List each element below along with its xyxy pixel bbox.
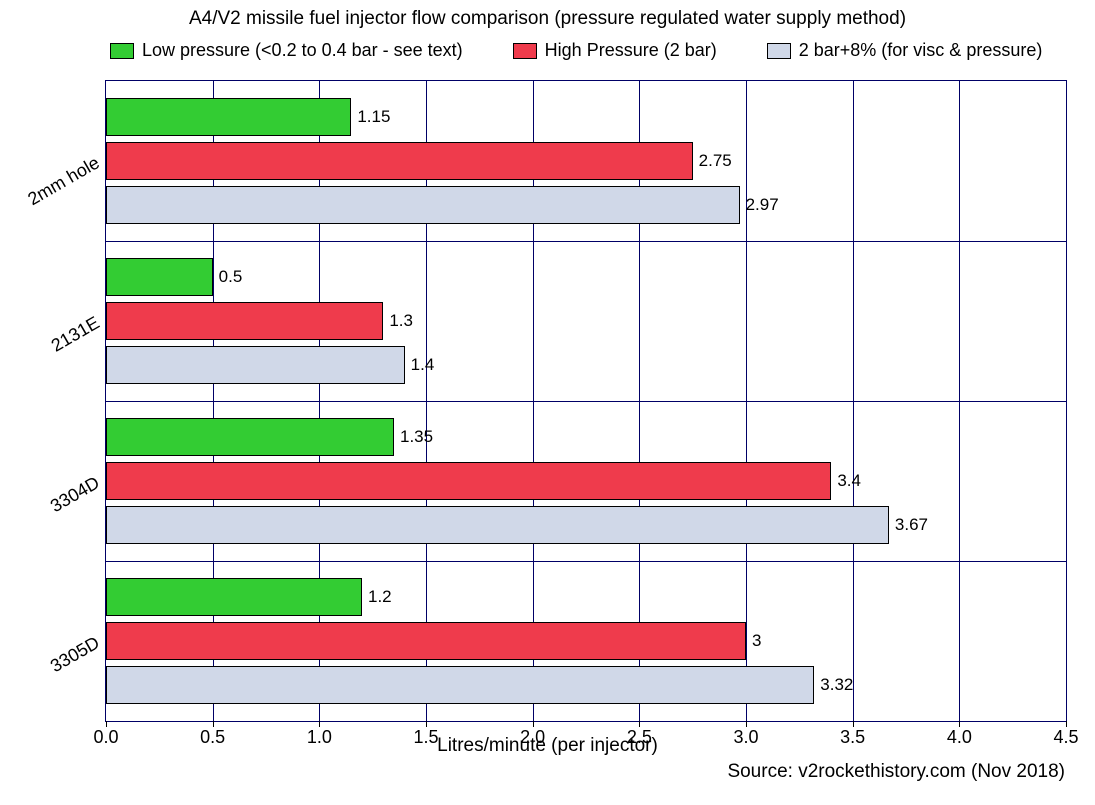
- y-category-label: 3304D: [47, 472, 103, 517]
- chart-container: A4/V2 missile fuel injector flow compari…: [0, 0, 1095, 805]
- legend-swatch-low: [110, 43, 134, 59]
- legend-label-high: High Pressure (2 bar): [545, 40, 717, 61]
- legend-item-low: Low pressure (<0.2 to 0.4 bar - see text…: [110, 40, 463, 61]
- bar-value-label: 2.97: [746, 195, 779, 215]
- gridline-h: [106, 401, 1066, 402]
- y-category-label: 3305D: [47, 632, 103, 677]
- bar-value-label: 1.2: [368, 587, 392, 607]
- bar: [106, 622, 746, 660]
- bar: [106, 258, 213, 296]
- x-axis-label: Litres/minute (per injector): [0, 735, 1095, 757]
- y-category-label: 2mm hole: [24, 152, 103, 210]
- bar-value-label: 3.67: [895, 515, 928, 535]
- gridline-h: [106, 561, 1066, 562]
- bar-value-label: 3.4: [837, 471, 861, 491]
- bar-value-label: 1.35: [400, 427, 433, 447]
- bar: [106, 506, 889, 544]
- bar-value-label: 3.32: [820, 675, 853, 695]
- bar-value-label: 1.3: [389, 311, 413, 331]
- bar: [106, 346, 405, 384]
- legend-item-adj: 2 bar+8% (for visc & pressure): [767, 40, 1043, 61]
- bar: [106, 186, 740, 224]
- bar: [106, 462, 831, 500]
- legend: Low pressure (<0.2 to 0.4 bar - see text…: [110, 40, 1075, 61]
- bar: [106, 302, 383, 340]
- bar-value-label: 0.5: [219, 267, 243, 287]
- gridline-v: [1066, 81, 1067, 721]
- legend-swatch-high: [513, 43, 537, 59]
- legend-item-high: High Pressure (2 bar): [513, 40, 717, 61]
- bar-value-label: 1.4: [411, 355, 435, 375]
- bar: [106, 666, 814, 704]
- y-category-label: 2131E: [48, 312, 104, 356]
- plot-area: 0.00.51.01.52.02.53.03.54.04.52mm hole1.…: [105, 80, 1067, 722]
- legend-label-adj: 2 bar+8% (for visc & pressure): [799, 40, 1043, 61]
- source-label: Source: v2rockethistory.com (Nov 2018): [727, 761, 1065, 783]
- legend-label-low: Low pressure (<0.2 to 0.4 bar - see text…: [142, 40, 463, 61]
- bar-value-label: 2.75: [699, 151, 732, 171]
- gridline-h: [106, 241, 1066, 242]
- bar-value-label: 3: [752, 631, 761, 651]
- bar: [106, 418, 394, 456]
- bar: [106, 578, 362, 616]
- chart-title: A4/V2 missile fuel injector flow compari…: [0, 8, 1095, 30]
- bar-value-label: 1.15: [357, 107, 390, 127]
- bar: [106, 98, 351, 136]
- bar: [106, 142, 693, 180]
- legend-swatch-adj: [767, 43, 791, 59]
